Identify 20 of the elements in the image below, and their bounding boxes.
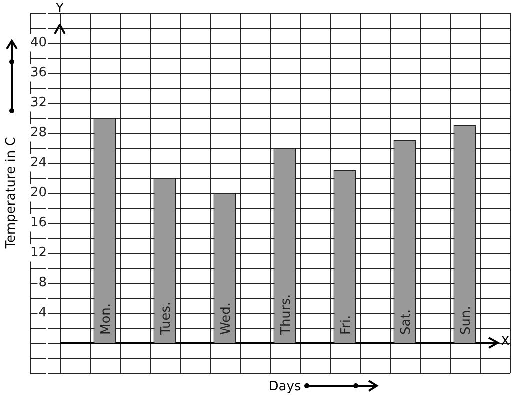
y-tick-label: 24: [30, 155, 47, 170]
x-tick-label: Fri.: [339, 315, 354, 335]
x-tick-label: Wed.: [219, 302, 234, 335]
x-tick-label: Thurs.: [279, 294, 294, 336]
x-tick-label: Mon.: [99, 303, 114, 335]
y-tick-label: 28: [30, 125, 47, 140]
y-tick-label: 16: [30, 215, 47, 230]
x-tick-label: Tues.: [159, 302, 174, 336]
y-tick-label: 12: [30, 245, 47, 260]
x-tick-label: Sat.: [399, 310, 414, 335]
y-axis-title: Temperature in C: [4, 137, 20, 250]
annotation: Y: [55, 1, 64, 16]
y-tick-label: 20: [30, 185, 47, 200]
x-tick-label: Sun.: [459, 306, 474, 335]
y-tick-label: 40: [30, 35, 47, 50]
y-tick-label: 8: [38, 275, 47, 290]
x-axis-title: Days: [268, 380, 302, 395]
y-tick-label: 32: [30, 95, 47, 110]
y-tick-label: 36: [30, 65, 47, 80]
y-tick-label: 4: [38, 305, 47, 320]
